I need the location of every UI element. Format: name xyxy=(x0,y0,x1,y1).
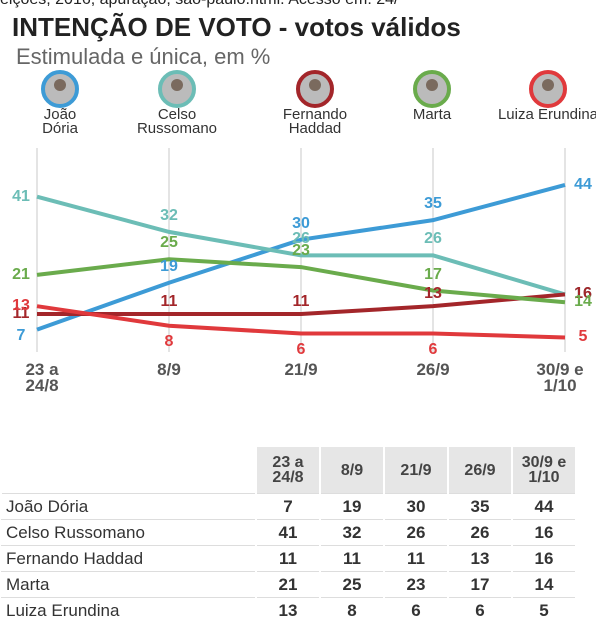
data-label: 14 xyxy=(574,293,592,311)
page: eições, 2016, apuração, são-paulo.html. … xyxy=(0,0,596,617)
x-tick-label: 21/9 xyxy=(266,362,336,378)
data-label: 17 xyxy=(424,266,442,284)
table-cell: 11 xyxy=(320,546,384,572)
legend-label: Luiza Erundina xyxy=(493,108,596,122)
table-cell: 11 xyxy=(384,546,448,572)
row-label: Celso Russomano xyxy=(1,520,256,546)
column-header: 26/9 xyxy=(448,447,512,494)
table-cell: 5 xyxy=(512,598,575,617)
data-label: 25 xyxy=(160,234,178,252)
data-label: 26 xyxy=(424,230,442,248)
row-label: Marta xyxy=(1,572,256,598)
data-label: 13 xyxy=(424,285,442,303)
avatar-head xyxy=(542,79,554,91)
table-cell: 6 xyxy=(448,598,512,617)
table-cell: 11 xyxy=(256,546,320,572)
table-cell: 44 xyxy=(512,494,575,520)
data-label: 44 xyxy=(574,176,592,194)
data-label: 21 xyxy=(12,266,30,284)
table-cell: 26 xyxy=(448,520,512,546)
table-cell: 7 xyxy=(256,494,320,520)
table-corner xyxy=(1,447,256,494)
data-label: 23 xyxy=(292,242,310,260)
table-cell: 23 xyxy=(384,572,448,598)
table-cell: 17 xyxy=(448,572,512,598)
avatar-head xyxy=(54,79,66,91)
column-header: 21/9 xyxy=(384,447,448,494)
table-cell: 13 xyxy=(448,546,512,572)
x-tick-label: 30/9 e 1/10 xyxy=(525,362,595,394)
row-label: Fernando Haddad xyxy=(1,546,256,572)
data-label: 35 xyxy=(424,195,442,213)
data-label: 11 xyxy=(161,293,178,311)
table-cell: 19 xyxy=(320,494,384,520)
legend-label: Marta xyxy=(407,108,457,122)
data-label: 13 xyxy=(12,297,30,315)
column-header: 8/9 xyxy=(320,447,384,494)
data-label: 8 xyxy=(165,333,174,351)
table-cell: 13 xyxy=(256,598,320,617)
data-label: 11 xyxy=(293,293,310,311)
x-tick-label: 26/9 xyxy=(398,362,468,378)
table-cell: 14 xyxy=(512,572,575,598)
data-label: 5 xyxy=(579,328,588,346)
data-label: 19 xyxy=(160,258,178,276)
table-cell: 16 xyxy=(512,520,575,546)
table-cell: 26 xyxy=(384,520,448,546)
avatar-head xyxy=(426,79,438,91)
data-label: 7 xyxy=(17,327,26,345)
x-tick-label: 23 a 24/8 xyxy=(7,362,77,394)
row-label: João Dória xyxy=(1,494,256,520)
avatar-head xyxy=(171,79,183,91)
data-label: 32 xyxy=(160,207,178,225)
data-label: 41 xyxy=(12,188,30,206)
avatar-head xyxy=(309,79,321,91)
table-cell: 32 xyxy=(320,520,384,546)
table-cell: 6 xyxy=(384,598,448,617)
table-cell: 21 xyxy=(256,572,320,598)
legend-label: Fernando Haddad xyxy=(260,108,370,136)
legend-label: Celso Russomano xyxy=(122,108,232,136)
table-cell: 41 xyxy=(256,520,320,546)
table-cell: 16 xyxy=(512,546,575,572)
table-cell: 8 xyxy=(320,598,384,617)
row-label: Luiza Erundina xyxy=(1,598,256,617)
table-cell: 30 xyxy=(384,494,448,520)
column-header: 23 a 24/8 xyxy=(256,447,320,494)
x-tick-label: 8/9 xyxy=(134,362,204,378)
legend-label: João Dória xyxy=(35,108,85,136)
table-cell: 25 xyxy=(320,572,384,598)
data-label: 6 xyxy=(297,341,306,359)
table-cell: 35 xyxy=(448,494,512,520)
column-header: 30/9 e 1/10 xyxy=(512,447,575,494)
data-label: 6 xyxy=(429,341,438,359)
